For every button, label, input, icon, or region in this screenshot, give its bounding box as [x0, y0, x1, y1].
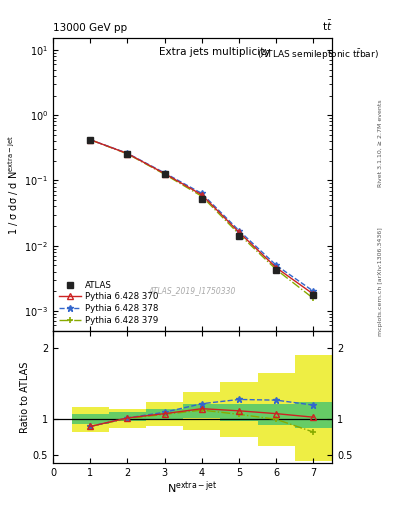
Text: Extra jets multiplicity: Extra jets multiplicity: [159, 47, 271, 57]
Legend: ATLAS, Pythia 6.428 370, Pythia 6.428 378, Pythia 6.428 379: ATLAS, Pythia 6.428 370, Pythia 6.428 37…: [57, 279, 160, 326]
Text: ATLAS_2019_I1750330: ATLAS_2019_I1750330: [149, 287, 236, 295]
Text: 13000 GeV pp: 13000 GeV pp: [53, 23, 127, 33]
Text: mcplots.cern.ch [arXiv:1306.3436]: mcplots.cern.ch [arXiv:1306.3436]: [378, 227, 383, 336]
X-axis label: N$^{\mathrm{extra-jet}}$: N$^{\mathrm{extra-jet}}$: [167, 480, 218, 496]
Text: t$\bar{t}$: t$\bar{t}$: [321, 19, 332, 33]
Text: (ATLAS semileptonic t$\bar{t}$bar): (ATLAS semileptonic t$\bar{t}$bar): [257, 47, 379, 62]
Y-axis label: Ratio to ATLAS: Ratio to ATLAS: [20, 361, 30, 433]
Y-axis label: 1 / σ dσ / d N$^{\mathrm{extra-jet}}$: 1 / σ dσ / d N$^{\mathrm{extra-jet}}$: [7, 134, 22, 234]
Text: Rivet 3.1.10, ≥ 2.7M events: Rivet 3.1.10, ≥ 2.7M events: [378, 99, 383, 187]
